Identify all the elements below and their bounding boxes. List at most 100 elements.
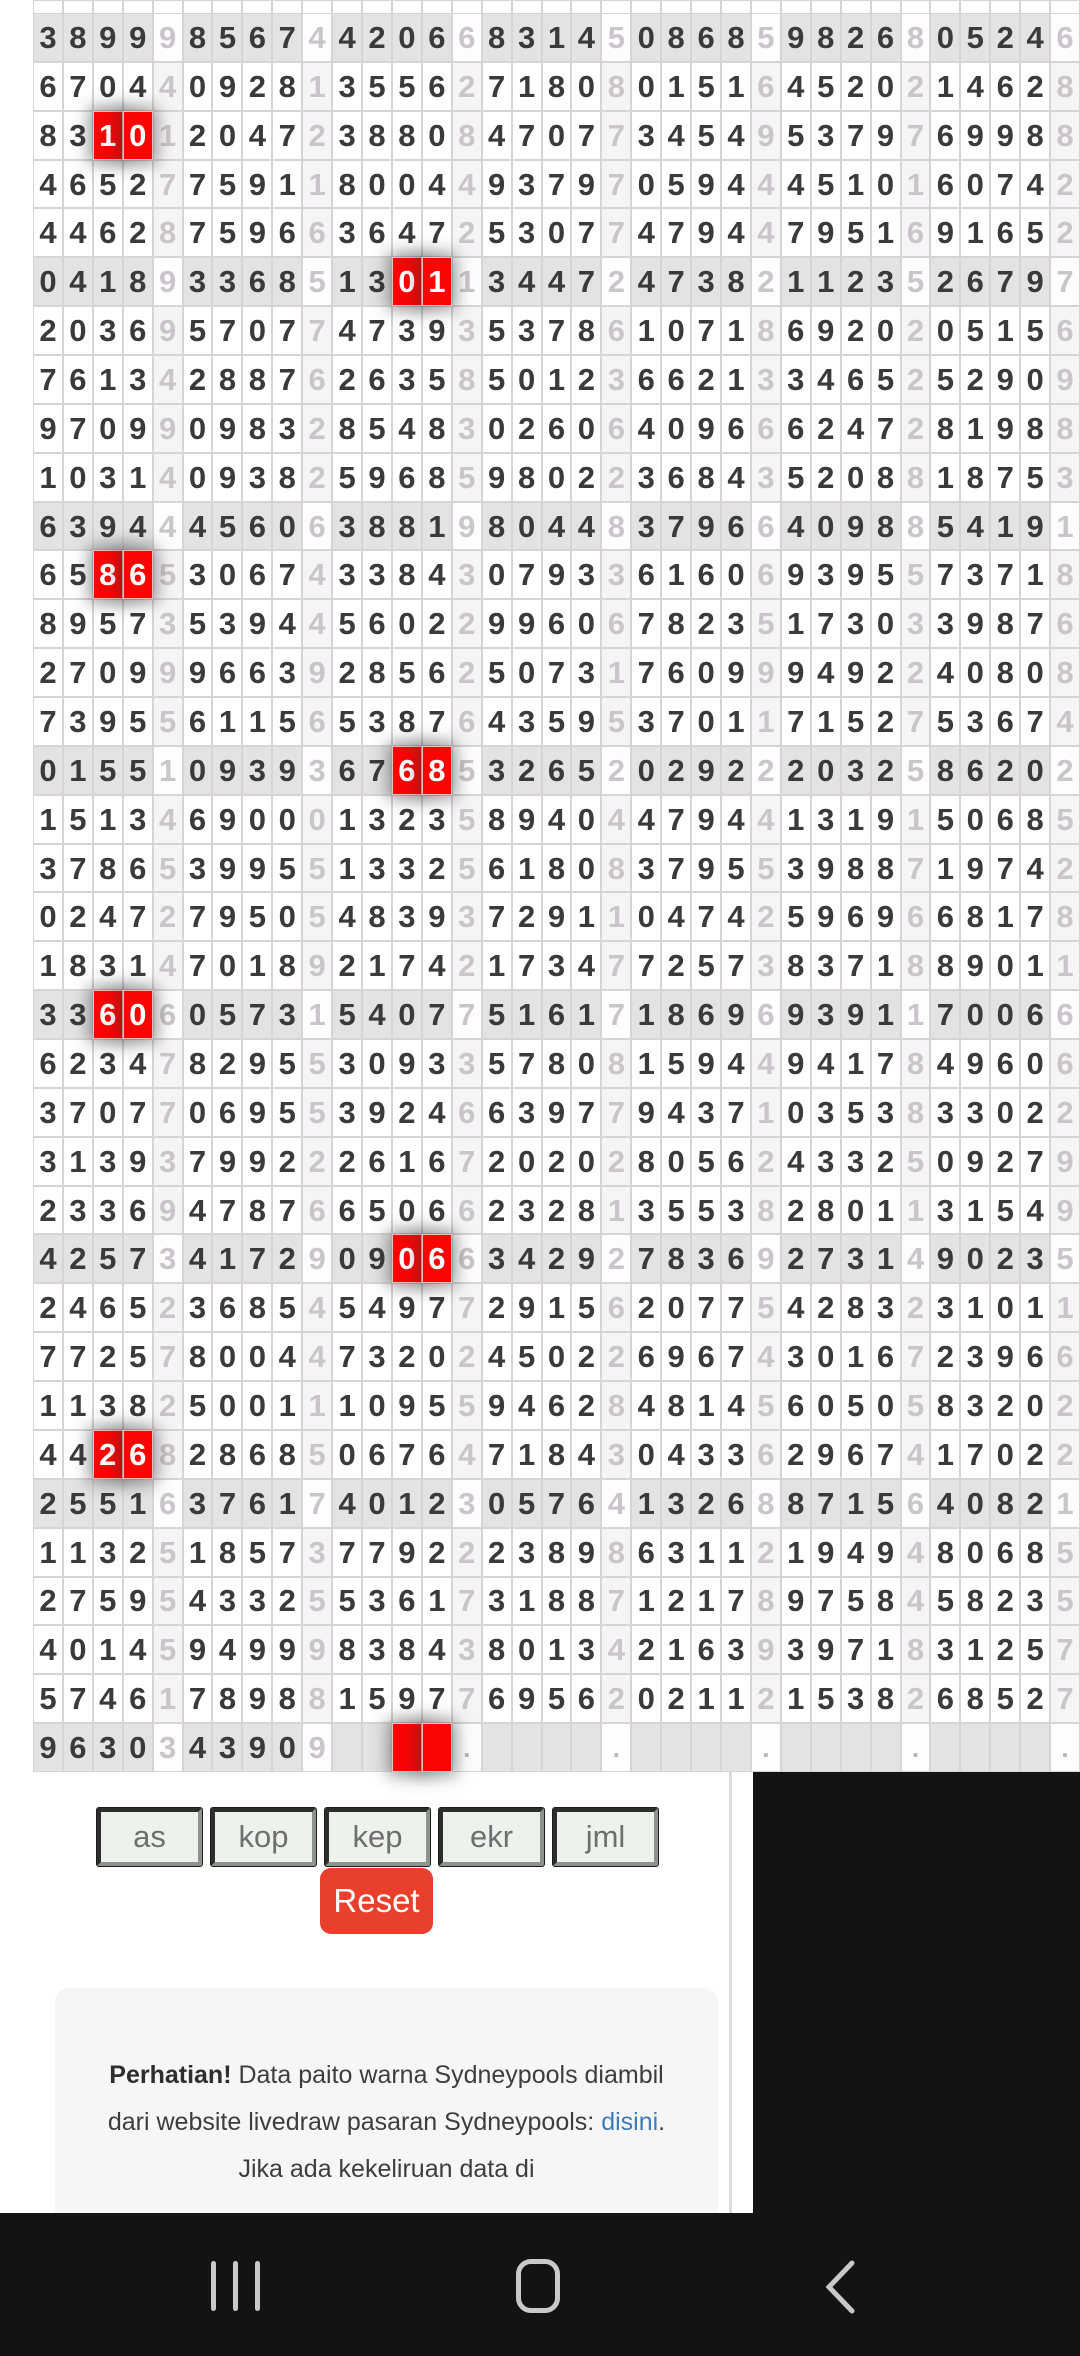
digit-cell: 4 xyxy=(481,110,512,160)
digit-cell: 8 xyxy=(481,501,512,551)
digit-cell: 2 xyxy=(481,1283,512,1333)
digit-cell: 3 xyxy=(631,110,662,160)
sum-digit-cell: 6 xyxy=(601,599,632,649)
filter-button-kep[interactable]: kep xyxy=(324,1807,431,1867)
digit-cell: 5 xyxy=(182,599,213,649)
digit-cell: 2 xyxy=(362,13,392,62)
home-icon[interactable] xyxy=(516,2259,560,2313)
digit-cell: 1 xyxy=(242,697,273,746)
digit-cell: 8 xyxy=(810,1185,841,1235)
digit-cell: 7 xyxy=(780,208,811,258)
digit-cell: 5 xyxy=(212,501,243,551)
digit-cell: 2 xyxy=(780,745,811,795)
digit-cell: 8 xyxy=(930,1527,961,1577)
digit-cell: 9 xyxy=(840,501,871,551)
digit-cell: 5 xyxy=(62,794,93,844)
digit-cell: 3 xyxy=(33,843,63,893)
digit-cell: 1 xyxy=(990,892,1021,942)
digit-cell: 3 xyxy=(242,1576,273,1626)
sum-digit-cell: 2 xyxy=(451,599,482,649)
digit-cell: 3 xyxy=(272,648,303,698)
digit-cell: 5 xyxy=(691,61,722,111)
back-icon[interactable] xyxy=(824,2260,856,2314)
filter-button-as[interactable]: as xyxy=(96,1807,203,1867)
digit-cell: 5 xyxy=(332,452,363,502)
digit-cell: 1 xyxy=(780,1674,811,1724)
sum-digit-cell: 7 xyxy=(601,208,632,258)
digit-cell: 8 xyxy=(960,1674,991,1724)
digit-cell: 1 xyxy=(780,257,811,307)
digit-cell: 3 xyxy=(122,794,153,844)
sum-digit-cell: 5 xyxy=(302,892,333,942)
digit-cell: 0 xyxy=(182,745,213,795)
digit-cell: 2 xyxy=(421,1527,452,1577)
digit-cell: 3 xyxy=(362,550,392,600)
digit-cell: 0 xyxy=(92,648,123,698)
reset-button[interactable]: Reset xyxy=(320,1868,433,1934)
recent-apps-icon[interactable] xyxy=(211,2261,260,2311)
digit-cell: 2 xyxy=(62,1039,93,1088)
digit-cell xyxy=(810,1723,841,1772)
sum-digit-cell: 5 xyxy=(1050,1234,1080,1284)
digit-cell: 3 xyxy=(92,1381,123,1430)
sum-digit-cell: 1 xyxy=(1050,1283,1080,1333)
digit-cell: 9 xyxy=(421,892,452,942)
sum-digit-cell: 3 xyxy=(152,1136,183,1186)
digit-cell: 0 xyxy=(870,306,901,356)
filter-button-kop[interactable]: kop xyxy=(210,1807,317,1867)
sum-digit-cell: 8 xyxy=(900,941,931,991)
highlighted-digit-cell: 6 xyxy=(122,1429,153,1479)
digit-cell: 1 xyxy=(721,61,751,111)
digit-cell: 0 xyxy=(481,403,512,453)
digit-cell: 2 xyxy=(661,745,692,795)
digit-cell: 6 xyxy=(33,61,63,111)
digit-cell: 4 xyxy=(780,159,811,209)
digit-cell: 2 xyxy=(541,1136,572,1186)
digit-cell: 9 xyxy=(960,843,991,893)
digit-cell: 5 xyxy=(691,941,722,991)
empty-cell xyxy=(541,0,572,13)
sum-digit-cell: 2 xyxy=(601,1674,632,1724)
sum-digit-cell: 1 xyxy=(900,1185,931,1235)
digit-cell: 6 xyxy=(990,61,1021,111)
digit-cell: 8 xyxy=(930,745,961,795)
digit-cell: 0 xyxy=(661,1283,692,1333)
sum-digit-cell: 2 xyxy=(302,110,333,160)
empty-cell xyxy=(362,0,392,13)
digit-cell xyxy=(990,1723,1021,1772)
digit-cell: 7 xyxy=(182,941,213,991)
digit-cell: 1 xyxy=(541,1283,572,1333)
digit-cell: 2 xyxy=(990,1625,1021,1675)
digit-cell: 3 xyxy=(721,599,751,649)
digit-cell: 7 xyxy=(930,990,961,1040)
digit-cell: 4 xyxy=(272,1332,303,1382)
digit-cell: 9 xyxy=(122,1136,153,1186)
filter-button-jml[interactable]: jml xyxy=(552,1807,659,1867)
digit-cell: 6 xyxy=(33,501,63,551)
digit-cell: 7 xyxy=(182,1674,213,1724)
digit-cell: 2 xyxy=(990,1136,1021,1186)
digit-cell: 9 xyxy=(92,697,123,746)
digit-cell: 1 xyxy=(92,1625,123,1675)
sum-digit-cell: 6 xyxy=(601,1283,632,1333)
digit-cell: 8 xyxy=(421,403,452,453)
digit-cell: 4 xyxy=(541,794,572,844)
digit-cell: 5 xyxy=(1020,1625,1051,1675)
sum-digit-cell: 6 xyxy=(1050,1332,1080,1382)
digit-cell: 1 xyxy=(631,1576,662,1626)
digit-cell: 6 xyxy=(930,110,961,160)
sum-digit-cell: 9 xyxy=(152,13,183,62)
disini-link[interactable]: disini xyxy=(601,2108,659,2136)
digit-cell: 7 xyxy=(421,1674,452,1724)
digit-cell: 3 xyxy=(182,257,213,307)
sum-digit-cell: 2 xyxy=(750,1674,781,1724)
filter-button-ekr[interactable]: ekr xyxy=(438,1807,545,1867)
digit-cell: 1 xyxy=(691,1381,722,1430)
digit-cell: 5 xyxy=(272,1283,303,1333)
digit-cell: 3 xyxy=(391,892,422,942)
digit-cell: 7 xyxy=(62,403,93,453)
sum-digit-cell: 6 xyxy=(152,990,183,1040)
sum-digit-cell: 7 xyxy=(900,1332,931,1382)
digit-cell: 3 xyxy=(33,1087,63,1137)
